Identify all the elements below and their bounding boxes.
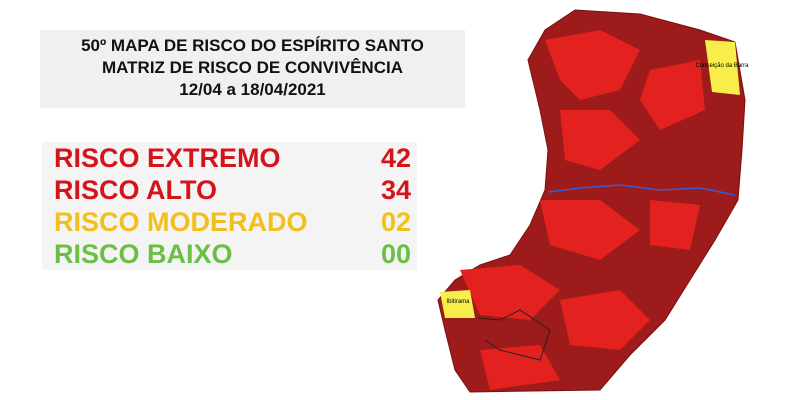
border [477,309,551,361]
risk-count: 34 [380,175,411,205]
river [547,184,736,196]
risk-count: 42 [380,143,411,173]
region [640,60,705,130]
map-label: Conceição da Barra [695,63,749,69]
region [705,40,740,95]
region [540,200,640,260]
risk-name: RISCO EXTREMO [54,143,281,173]
region [560,290,650,350]
title-line: 50º MAPA DE RISCO DO ESPÍRITO SANTO [81,36,424,55]
region [560,110,640,170]
risk-name: RISCO BAIXO [54,239,233,269]
region [650,200,700,250]
header: 50º MAPA DE RISCO DO ESPÍRITO SANTO MATR… [40,30,465,108]
risk-row: RISCO EXTREMO 42 [42,142,417,174]
date-range: 12/04 a 18/04/2021 [179,80,326,99]
region [545,30,640,100]
map-label: Ibitirama [446,299,470,305]
risk-name: RISCO ALTO [54,175,218,205]
region [440,290,475,318]
risk-row: RISCO MODERADO 02 [42,206,417,238]
risk-row: RISCO BAIXO 00 [42,238,417,270]
region [460,265,560,320]
risk-count: 02 [380,207,411,237]
title-line: MATRIZ DE RISCO DE CONVIVÊNCIA [102,58,403,77]
risk-count: 00 [380,239,411,269]
region [480,345,560,390]
risk-name: RISCO MODERADO [54,207,308,237]
risk-row: RISCO ALTO 34 [42,174,417,206]
